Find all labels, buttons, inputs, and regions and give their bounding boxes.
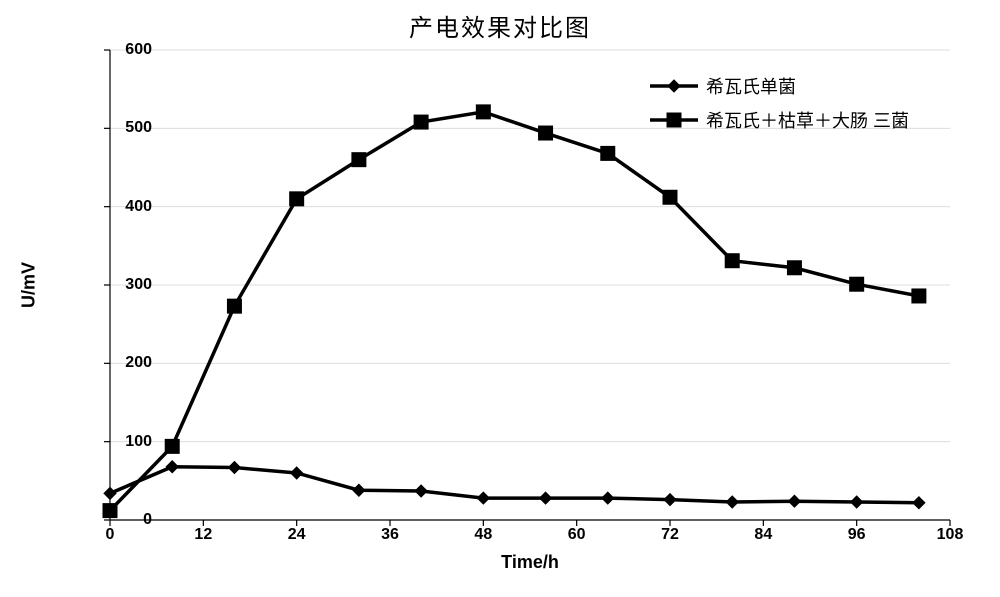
marker-diamond — [788, 495, 800, 507]
marker-diamond — [104, 487, 116, 499]
ytick-label: 100 — [102, 433, 152, 451]
ytick-label: 300 — [102, 276, 152, 294]
marker-diamond — [540, 492, 552, 504]
ytick-label: 400 — [102, 198, 152, 216]
marker-square — [601, 146, 615, 160]
x-axis-label: Time/h — [110, 552, 950, 573]
marker-diamond — [477, 492, 489, 504]
xtick-label: 24 — [277, 526, 317, 544]
legend: 希瓦氏单菌希瓦氏＋枯草＋大肠 三菌 — [650, 72, 909, 140]
xtick-label: 36 — [370, 526, 410, 544]
marker-square — [352, 153, 366, 167]
legend-label: 希瓦氏单菌 — [706, 73, 796, 99]
marker-square — [290, 192, 304, 206]
ytick-label: 600 — [102, 41, 152, 59]
legend-swatch — [650, 110, 698, 130]
xtick-label: 0 — [90, 526, 130, 544]
ytick-label: 500 — [102, 119, 152, 137]
xtick-label: 84 — [743, 526, 783, 544]
marker-diamond — [353, 484, 365, 496]
legend-swatch — [650, 76, 698, 96]
marker-square — [476, 105, 490, 119]
marker-square — [850, 277, 864, 291]
marker-square — [667, 113, 681, 127]
marker-square — [663, 190, 677, 204]
chart-container: 产电效果对比图 U/mV Time/h 0100200300400500600 … — [0, 0, 1000, 597]
marker-diamond — [668, 80, 680, 92]
marker-square — [912, 289, 926, 303]
marker-diamond — [291, 467, 303, 479]
xtick-label: 72 — [650, 526, 690, 544]
chart-title: 产电效果对比图 — [0, 8, 1000, 43]
legend-item-triple: 希瓦氏＋枯草＋大肠 三菌 — [650, 106, 909, 134]
xtick-label: 96 — [837, 526, 877, 544]
marker-diamond — [726, 496, 738, 508]
marker-diamond — [664, 494, 676, 506]
marker-diamond — [415, 485, 427, 497]
marker-diamond — [228, 462, 240, 474]
legend-label: 希瓦氏＋枯草＋大肠 三菌 — [706, 107, 909, 133]
series-group — [103, 105, 926, 518]
ytick-label: 200 — [102, 354, 152, 372]
marker-square — [165, 439, 179, 453]
legend-item-single: 希瓦氏单菌 — [650, 72, 909, 100]
marker-diamond — [166, 461, 178, 473]
marker-square — [725, 254, 739, 268]
xtick-label: 108 — [930, 526, 970, 544]
xtick-label: 60 — [557, 526, 597, 544]
xtick-label: 12 — [183, 526, 223, 544]
y-axis-label: U/mV — [19, 262, 40, 308]
series-line-single — [110, 467, 919, 503]
xtick-label: 48 — [463, 526, 503, 544]
marker-diamond — [913, 497, 925, 509]
marker-square — [414, 115, 428, 129]
marker-square — [227, 299, 241, 313]
marker-diamond — [851, 496, 863, 508]
marker-diamond — [602, 492, 614, 504]
marker-square — [787, 261, 801, 275]
marker-square — [539, 126, 553, 140]
